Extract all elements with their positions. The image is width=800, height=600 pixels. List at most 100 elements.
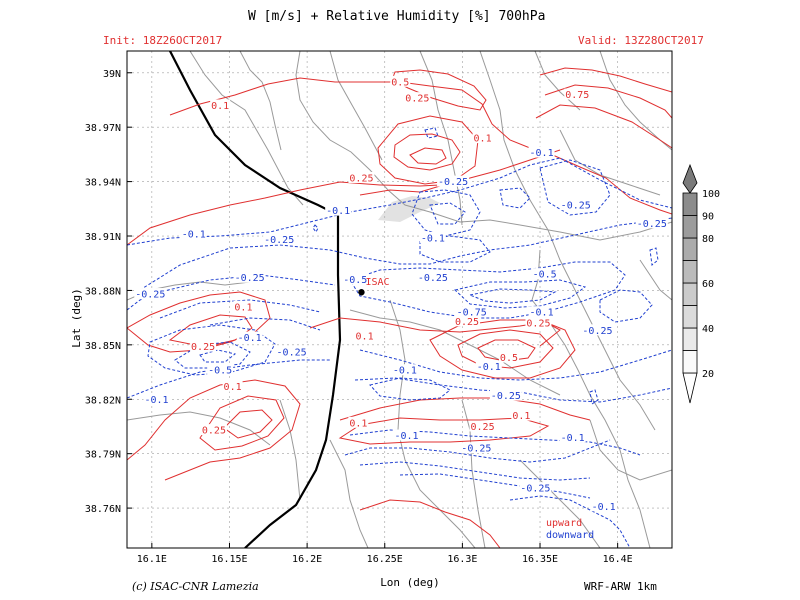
y-axis-label: Lat (deg) [70,288,83,348]
contour-label-bg [143,393,170,405]
station-marker: ISAC [358,277,390,296]
humidity-shading [378,196,440,222]
upward-contours [127,67,672,548]
colorbar-top-arrow [682,163,698,194]
contour-label-bg [489,389,522,401]
contour-label: 0.1 [356,331,374,342]
contour-label: -0.1 [477,362,501,373]
contour-label: -0.25 [418,273,448,284]
contour-label-bg [511,409,532,421]
contour-label-bg [498,351,519,363]
contour-label: -0.1 [530,148,554,159]
x-tick-label: 16.1E [137,554,167,565]
contour-label-bg [134,288,167,300]
contour-label: -0.1 [421,233,445,244]
x-axis-label: Lon (deg) [380,576,440,589]
contour-label: 0.75 [565,90,589,101]
contour-label-bg [275,346,308,358]
y-tick-label: 38.94N [85,178,121,189]
contour-label: -0.25 [461,444,491,455]
contour-label: 0.25 [191,342,215,353]
contour-label-bg [393,429,420,441]
contour-label: -0.1 [592,502,616,513]
contour-label: -0.1 [182,230,206,241]
contour-label: 0.5 [391,77,409,88]
contour-label-bg [528,146,555,158]
x-tick-label: 16.2E [292,554,322,565]
contour-label-bg [391,364,418,376]
model-name: WRF-ARW 1km [584,580,657,593]
colorbar-cell [682,282,698,306]
contour-label-bg [190,340,217,352]
contour-label-bg [180,228,207,240]
legend-upward: upward [546,518,583,529]
contour-label: -0.1 [238,333,262,344]
contour-label: -0.1 [393,366,417,377]
y-tick-label: 38.79N [85,450,121,461]
contour-label-bg [236,331,263,343]
chart-title: W [m/s] + Relative Humidity [%] 700hPa [248,9,546,24]
contour-label: 0.1 [211,101,229,112]
y-tick-label: 38.97N [85,123,121,134]
contour-label: 0.1 [224,382,242,393]
contour-label-bg [325,204,352,216]
contour-label-bg [233,271,266,283]
colorbar-cell [682,260,698,284]
contour-label-bg [519,482,552,494]
valid-time: Valid: 13Z28OCT2017 [578,34,704,47]
contour-label-bg [207,364,234,376]
y-tick-label: 38.82N [85,395,121,406]
contour-label: -0.75 [457,308,487,319]
contour-label-bg [581,324,614,336]
contour-label: -0.1 [394,431,418,442]
contour-label: -0.5 [533,270,557,281]
colorbar-label: 40 [702,324,714,335]
colorbar-cell [682,327,698,351]
contour-label: -0.25 [520,484,550,495]
contour-label-bg [590,500,617,512]
contour-label: 0.25 [471,422,495,433]
contour-label: 0.5 [500,353,518,364]
y-tick-label: 38.76N [85,504,121,515]
contour-label-bg [200,424,227,436]
humidity-colorbar: 20 40 60 80 90 100 [682,163,720,404]
contour-label-bg [564,88,591,100]
colorbar-label: 100 [702,189,720,200]
contour-label: 0.25 [202,426,226,437]
colorbar-cell [682,237,698,261]
contour-label: -0.25 [135,290,165,301]
x-axis-ticks: 16.1E 16.15E 16.2E 16.25E 16.3E 16.35E 16.4E [137,543,633,565]
colorbar-label: 60 [702,279,714,290]
station-label: ISAC [365,277,389,288]
contour-label: 0.25 [349,173,373,184]
contour-label-bg [469,420,496,432]
road-network [127,51,672,548]
init-time: Init: 18Z26OCT2017 [103,34,223,47]
contour-label: 0.25 [526,319,550,330]
colorbar-cell [682,305,698,329]
contour-label-bg [455,306,488,318]
contour-label: -0.25 [277,348,307,359]
contour-label: -0.25 [561,201,591,212]
colorbar-cell [682,192,698,216]
colorbar-label: 90 [702,212,714,223]
copyright-text: (c) ISAC-CNR Lamezia [132,580,259,593]
contour-label-bg [263,233,296,245]
contour-label: -0.25 [491,391,521,402]
legend-downward: downward [546,530,595,541]
y-axis-ticks: 38.76N 38.79N 38.82N 38.85N 38.88N 38.91N 38.9… [85,69,132,515]
contour-label: -0.25 [637,219,667,230]
y-tick-label: 38.85N [85,341,121,352]
contour-label-bg [559,431,586,443]
contour-label-bg [342,273,369,285]
x-tick-label: 16.4E [603,554,633,565]
contour-label-bg [404,92,431,104]
colorbar-label: 20 [702,369,714,380]
contour-label-bg [233,300,254,312]
contour-label-bg [525,317,552,329]
coastline [169,51,342,548]
contour-label-bg [531,268,558,280]
contour-label-bg [635,217,668,229]
contour-label: 0.1 [349,418,367,429]
